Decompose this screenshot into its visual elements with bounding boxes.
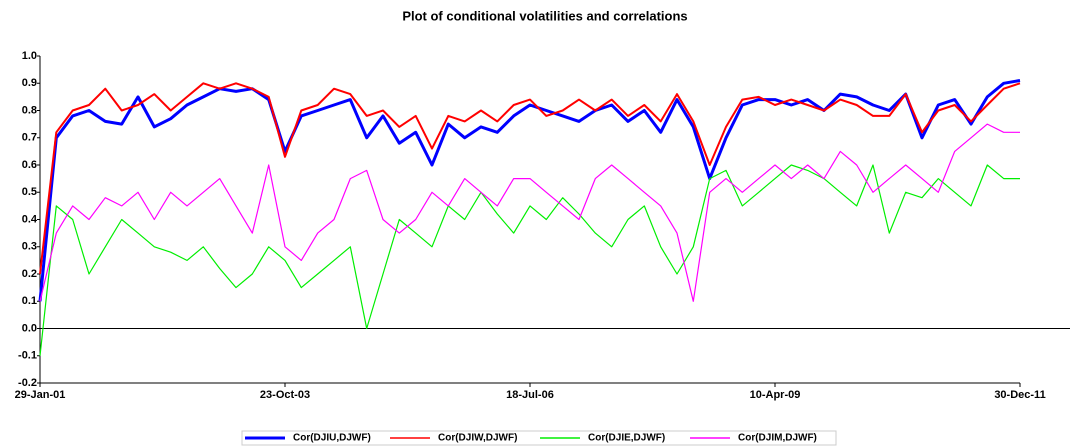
y-tick-label: 0.4 [22,213,38,225]
y-tick-label: 1.0 [22,50,37,62]
y-tick-label: 0.9 [22,77,37,89]
legend-box [241,430,837,446]
y-tick-label: 0.2 [22,268,37,280]
x-tick-label: 23-Oct-03 [260,389,310,401]
y-tick-label: 0.7 [22,132,37,144]
legend: Cor(DJIU,DJWF) Cor(DJIW,DJWF) Cor(DJIE,DJW… [241,430,837,446]
y-tick-label: -0.2 [18,377,37,389]
legend-label: Cor(DJIW,DJWF) [438,433,517,444]
series-line [38,79,1021,302]
y-tick-label: 0.8 [22,104,37,116]
x-tick-label: 30-Dec-11 [994,389,1045,401]
legend-label: Cor(DJIM,DJWF) [738,433,817,444]
legend-label: Cor(DJIE,DJWF) [588,433,665,444]
chart-title: Plot of conditional volatilities and cor… [402,8,687,23]
y-tick-label: 0.5 [22,186,37,198]
y-tick-label: 0.0 [22,322,37,334]
legend-label: Cor(DJIU,DJWF) [293,433,371,444]
y-tick-label: 0.3 [22,241,37,253]
x-tick-label: 29-Jan-01 [15,389,66,401]
x-tick-label: 18-Jul-06 [506,389,554,401]
series-line [39,82,1021,275]
y-tick-label: -0.1 [18,350,37,362]
series-line [39,123,1020,302]
series-line [39,164,1020,356]
y-tick-label: 0.6 [22,159,37,171]
y-tick-label: 0.1 [22,295,37,307]
x-tick-label: 10-Apr-09 [750,389,801,401]
